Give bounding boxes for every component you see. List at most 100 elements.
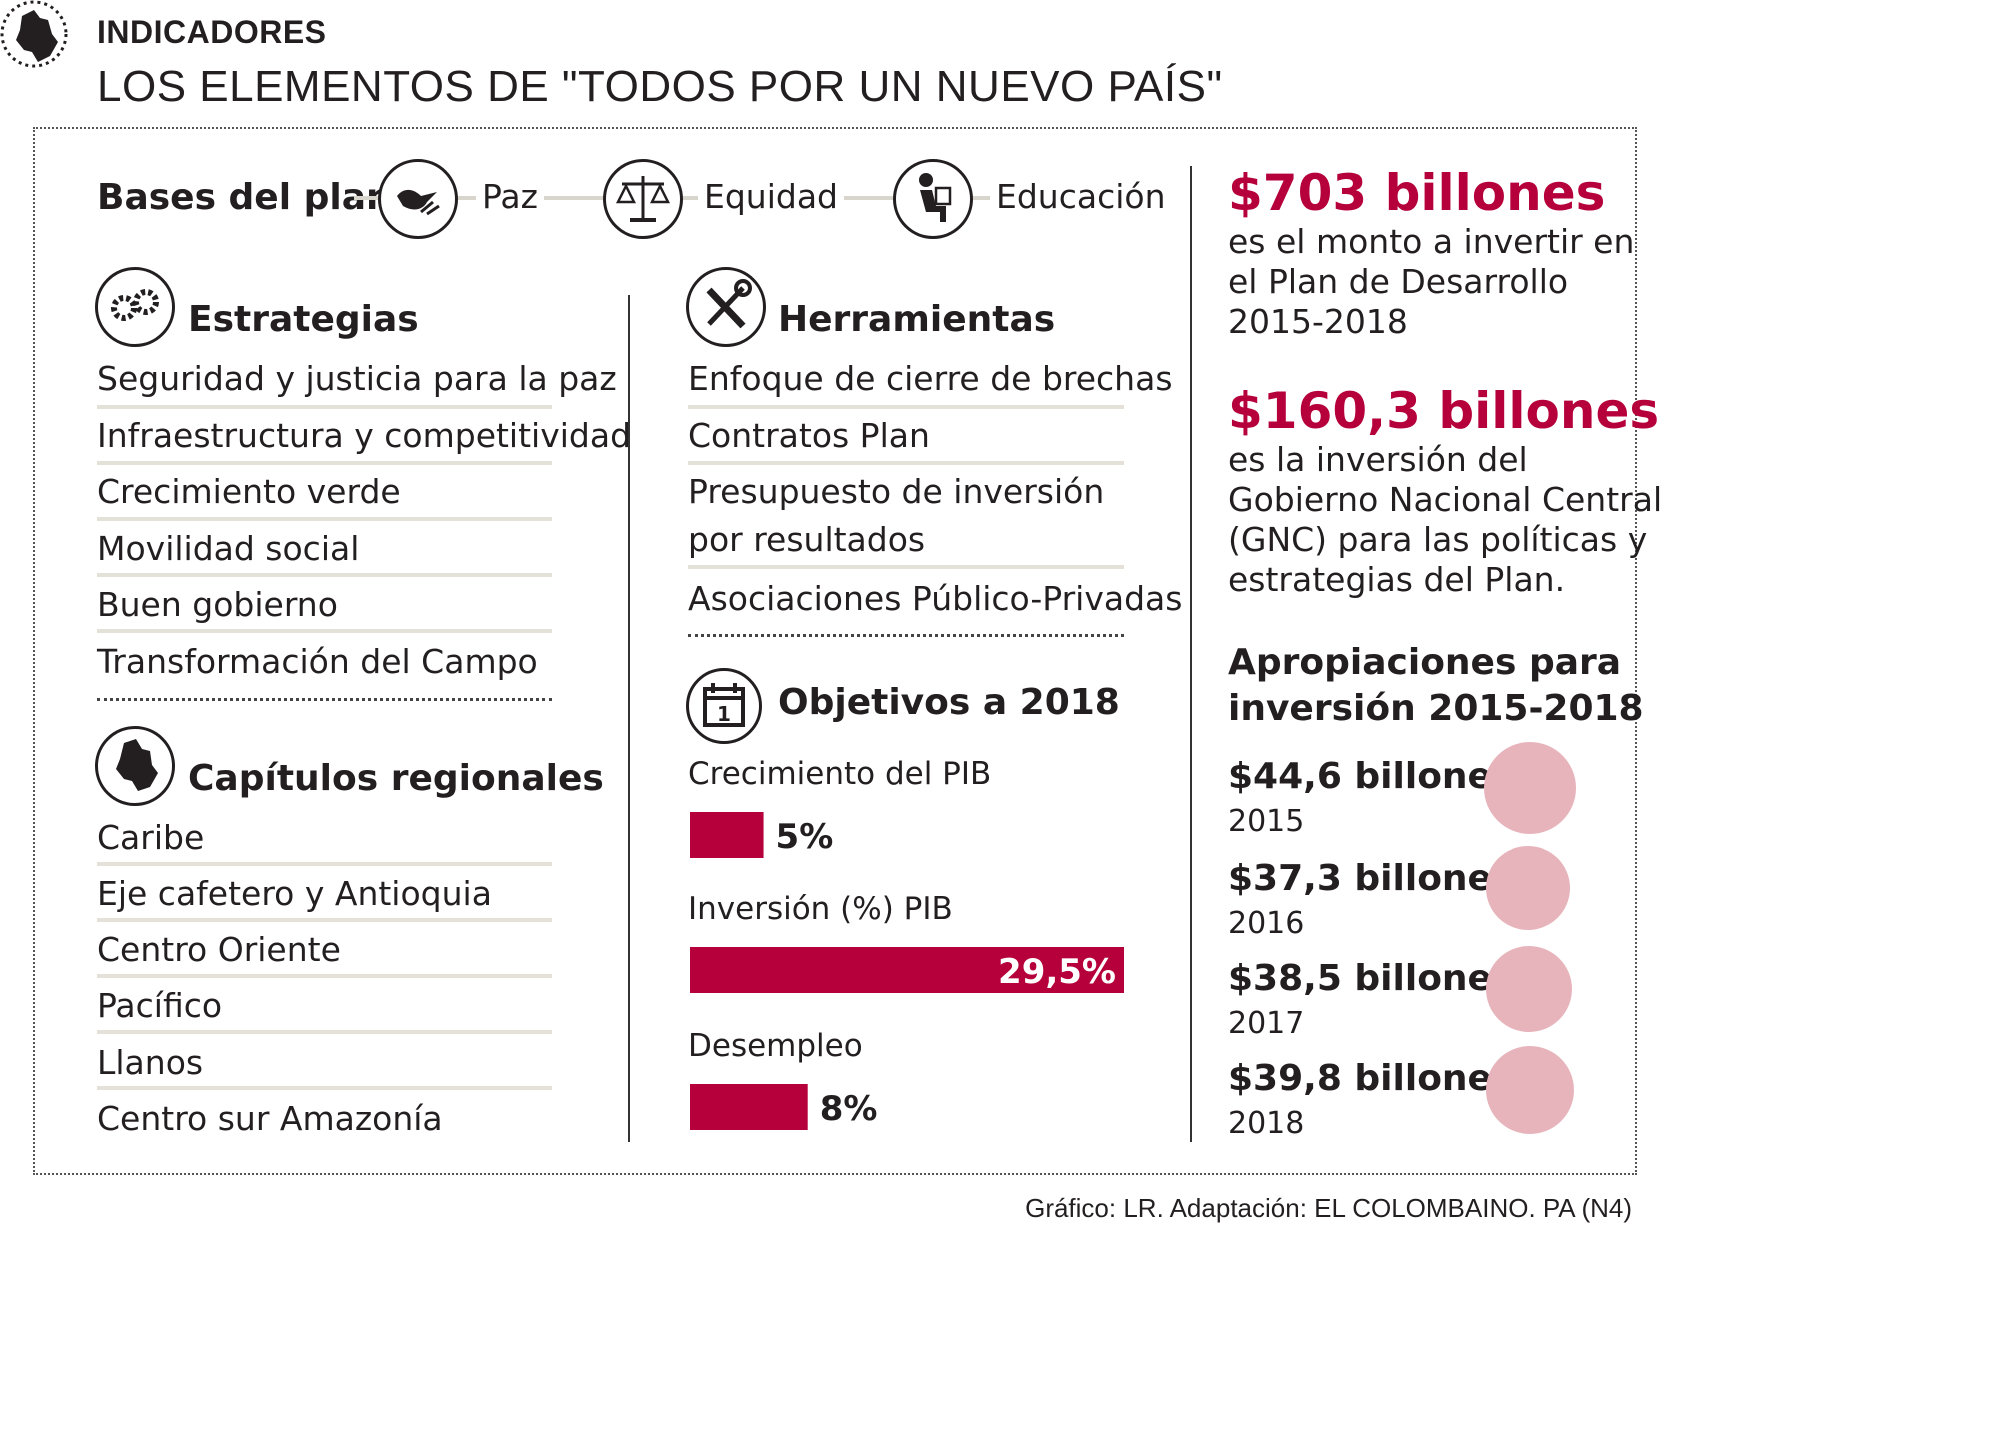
total-text-line: 2015-2018 xyxy=(1228,302,1408,341)
colombia-logo xyxy=(0,0,72,72)
equidad-circle xyxy=(603,159,683,239)
apropiacion-circle xyxy=(1486,946,1572,1032)
bar xyxy=(690,947,1124,993)
divider xyxy=(97,573,552,577)
gnc-text-line: (GNC) para las políticas y xyxy=(1228,520,1648,559)
dove-hand-icon xyxy=(397,189,440,216)
bases-label: Bases del plan xyxy=(97,177,392,218)
estrategia-item: Crecimiento verde xyxy=(97,472,401,511)
divider xyxy=(97,1086,552,1090)
svg-text:1: 1 xyxy=(717,702,731,726)
total-text-line: el Plan de Desarrollo xyxy=(1228,262,1569,301)
gnc-amount: $160,3 billones xyxy=(1228,382,1660,440)
bases-paz: Paz xyxy=(476,177,544,216)
objetivos-title: Objetivos a 2018 xyxy=(778,682,1120,723)
apropiaciones-title-line: Apropiaciones para xyxy=(1228,642,1622,683)
apropiacion-amount: $38,5 billones xyxy=(1228,958,1514,999)
apropiacion-year: 2017 xyxy=(1228,1006,1305,1041)
colombia-map-icon xyxy=(16,10,58,62)
colombia-map-icon xyxy=(116,739,158,791)
objetivos-circle: 1 xyxy=(686,668,762,744)
divider xyxy=(97,405,552,409)
herramientas-title: Herramientas xyxy=(778,299,1056,340)
bases-educacion: Educación xyxy=(990,177,1172,216)
apropiacion-amount: $44,6 billones xyxy=(1228,756,1514,797)
estrategia-item: Buen gobierno xyxy=(97,585,338,624)
bar-value-label: 5% xyxy=(776,817,834,857)
apropiacion-item: $37,3 billones 2016 xyxy=(1228,844,1588,944)
estrategia-item: Movilidad social xyxy=(97,529,360,568)
total-amount: $703 billones xyxy=(1228,164,1606,222)
capitulos-title: Capítulos regionales xyxy=(188,758,604,799)
bar xyxy=(690,812,764,858)
divider xyxy=(688,405,1124,409)
objetivos-bar-chart: Crecimiento del PIB 5% Inversión (%) PIB 29… xyxy=(688,756,1124,1130)
herramienta-item: Asociaciones Público-Privadas xyxy=(688,579,1183,618)
apropiacion-item: $39,8 billones 2018 xyxy=(1228,1044,1588,1144)
capitulo-item: Pacífico xyxy=(97,986,223,1025)
capitulo-item: Caribe xyxy=(97,818,205,857)
page-title: LOS ELEMENTOS DE "TODOS POR UN NUEVO PAÍ… xyxy=(97,62,1223,111)
apropiacion-amount: $37,3 billones xyxy=(1228,858,1514,899)
divider xyxy=(97,629,552,633)
capitulo-item: Centro sur Amazonía xyxy=(97,1099,443,1138)
scales-icon xyxy=(615,176,671,222)
divider xyxy=(97,1030,552,1034)
divider xyxy=(97,862,552,866)
apropiaciones-title-line: inversión 2015-2018 xyxy=(1228,688,1644,729)
column-divider-1 xyxy=(628,295,630,1142)
bar-value-label: 29,5% xyxy=(998,952,1116,992)
total-text-line: es el monto a invertir en xyxy=(1228,222,1635,261)
kicker: INDICADORES xyxy=(97,14,327,50)
reader-icon xyxy=(919,173,952,222)
section-divider xyxy=(688,634,1124,637)
column-divider-2 xyxy=(1190,166,1192,1142)
estrategia-item: Transformación del Campo xyxy=(97,642,538,681)
divider xyxy=(688,565,1124,569)
apropiacion-amount: $39,8 billones xyxy=(1228,1058,1514,1099)
divider xyxy=(97,461,552,465)
apropiacion-year: 2016 xyxy=(1228,906,1305,941)
capitulo-item: Llanos xyxy=(97,1043,204,1082)
divider xyxy=(97,918,552,922)
section-divider xyxy=(97,698,552,701)
objetivos-chart: Crecimiento del PIB 5% Inversión (%) PIB 29… xyxy=(688,750,1128,1150)
educacion-circle xyxy=(893,159,973,239)
bases-equidad: Equidad xyxy=(698,177,844,216)
estrategia-item: Seguridad y justicia para la paz xyxy=(97,359,617,398)
apropiacion-year: 2015 xyxy=(1228,804,1305,839)
apropiacion-year: 2018 xyxy=(1228,1106,1305,1141)
herramienta-item: Contratos Plan xyxy=(688,416,930,455)
apropiacion-item: $38,5 billones 2017 xyxy=(1228,944,1588,1044)
gnc-text-line: Gobierno Nacional Central xyxy=(1228,480,1663,519)
apropiacion-circle xyxy=(1484,742,1576,834)
bar-category-label: Desempleo xyxy=(688,1028,863,1064)
gnc-text-line: estrategias del Plan. xyxy=(1228,560,1566,599)
estrategia-item: Infraestructura y competitividad xyxy=(97,416,632,455)
herramienta-item: Presupuesto de inversión xyxy=(688,472,1105,511)
apropiacion-circle xyxy=(1486,846,1570,930)
herramienta-item: por resultados xyxy=(688,520,926,559)
herramientas-circle xyxy=(686,267,766,347)
divider xyxy=(97,517,552,521)
herramienta-item: Enfoque de cierre de brechas xyxy=(688,359,1173,398)
capitulos-circle xyxy=(95,726,175,806)
bar-category-label: Crecimiento del PIB xyxy=(688,756,991,792)
estrategias-circle xyxy=(95,267,175,347)
content-frame xyxy=(33,127,1637,1175)
paz-circle xyxy=(378,159,458,239)
capitulo-item: Eje cafetero y Antioquia xyxy=(97,874,492,913)
divider xyxy=(97,974,552,978)
bar xyxy=(690,1084,808,1130)
tools-icon xyxy=(706,279,752,329)
estrategias-title: Estrategias xyxy=(188,299,419,340)
apropiacion-item: $44,6 billones 2015 xyxy=(1228,742,1588,842)
capitulo-item: Centro Oriente xyxy=(97,930,341,969)
calendar-icon: 1 xyxy=(703,683,745,727)
apropiacion-circle xyxy=(1486,1046,1574,1134)
bar-category-label: Inversión (%) PIB xyxy=(688,891,953,927)
gnc-text-line: es la inversión del xyxy=(1228,440,1528,479)
bar-value-label: 8% xyxy=(820,1089,878,1129)
gears-icon xyxy=(111,289,159,321)
source-credit: Gráfico: LR. Adaptación: EL COLOMBAINO. … xyxy=(1025,1193,1632,1223)
